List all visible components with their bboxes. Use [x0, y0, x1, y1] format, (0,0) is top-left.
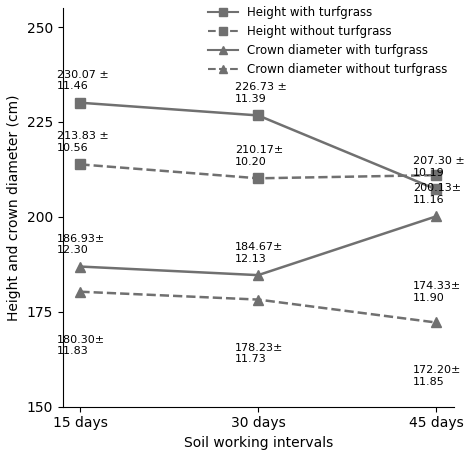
- Text: 210.17±
10.20: 210.17± 10.20: [235, 145, 283, 167]
- Text: 184.67±
12.13: 184.67± 12.13: [235, 242, 283, 264]
- Text: 230.07 ±
11.46: 230.07 ± 11.46: [57, 70, 109, 91]
- Text: 180.30±
11.83: 180.30± 11.83: [57, 335, 105, 356]
- Legend: Height with turfgrass, Height without turfgrass, Crown diameter with turfgrass, : Height with turfgrass, Height without tu…: [209, 6, 448, 76]
- Text: 178.23±
11.73: 178.23± 11.73: [235, 343, 283, 364]
- Text: 172.20±
11.85: 172.20± 11.85: [413, 366, 461, 387]
- Y-axis label: Height and crown diameter (cm): Height and crown diameter (cm): [7, 94, 21, 321]
- X-axis label: Soil working intervals: Soil working intervals: [183, 436, 333, 450]
- Text: 213.83 ±
10.56: 213.83 ± 10.56: [57, 132, 109, 153]
- Text: 186.93±
12.30: 186.93± 12.30: [57, 234, 106, 255]
- Text: 207.30 ±
10.19: 207.30 ± 10.19: [413, 156, 465, 178]
- Text: 174.33±
11.90: 174.33± 11.90: [413, 282, 461, 303]
- Text: 226.73 ±
11.39: 226.73 ± 11.39: [235, 82, 287, 104]
- Text: 200.13±
11.16: 200.13± 11.16: [413, 183, 461, 205]
